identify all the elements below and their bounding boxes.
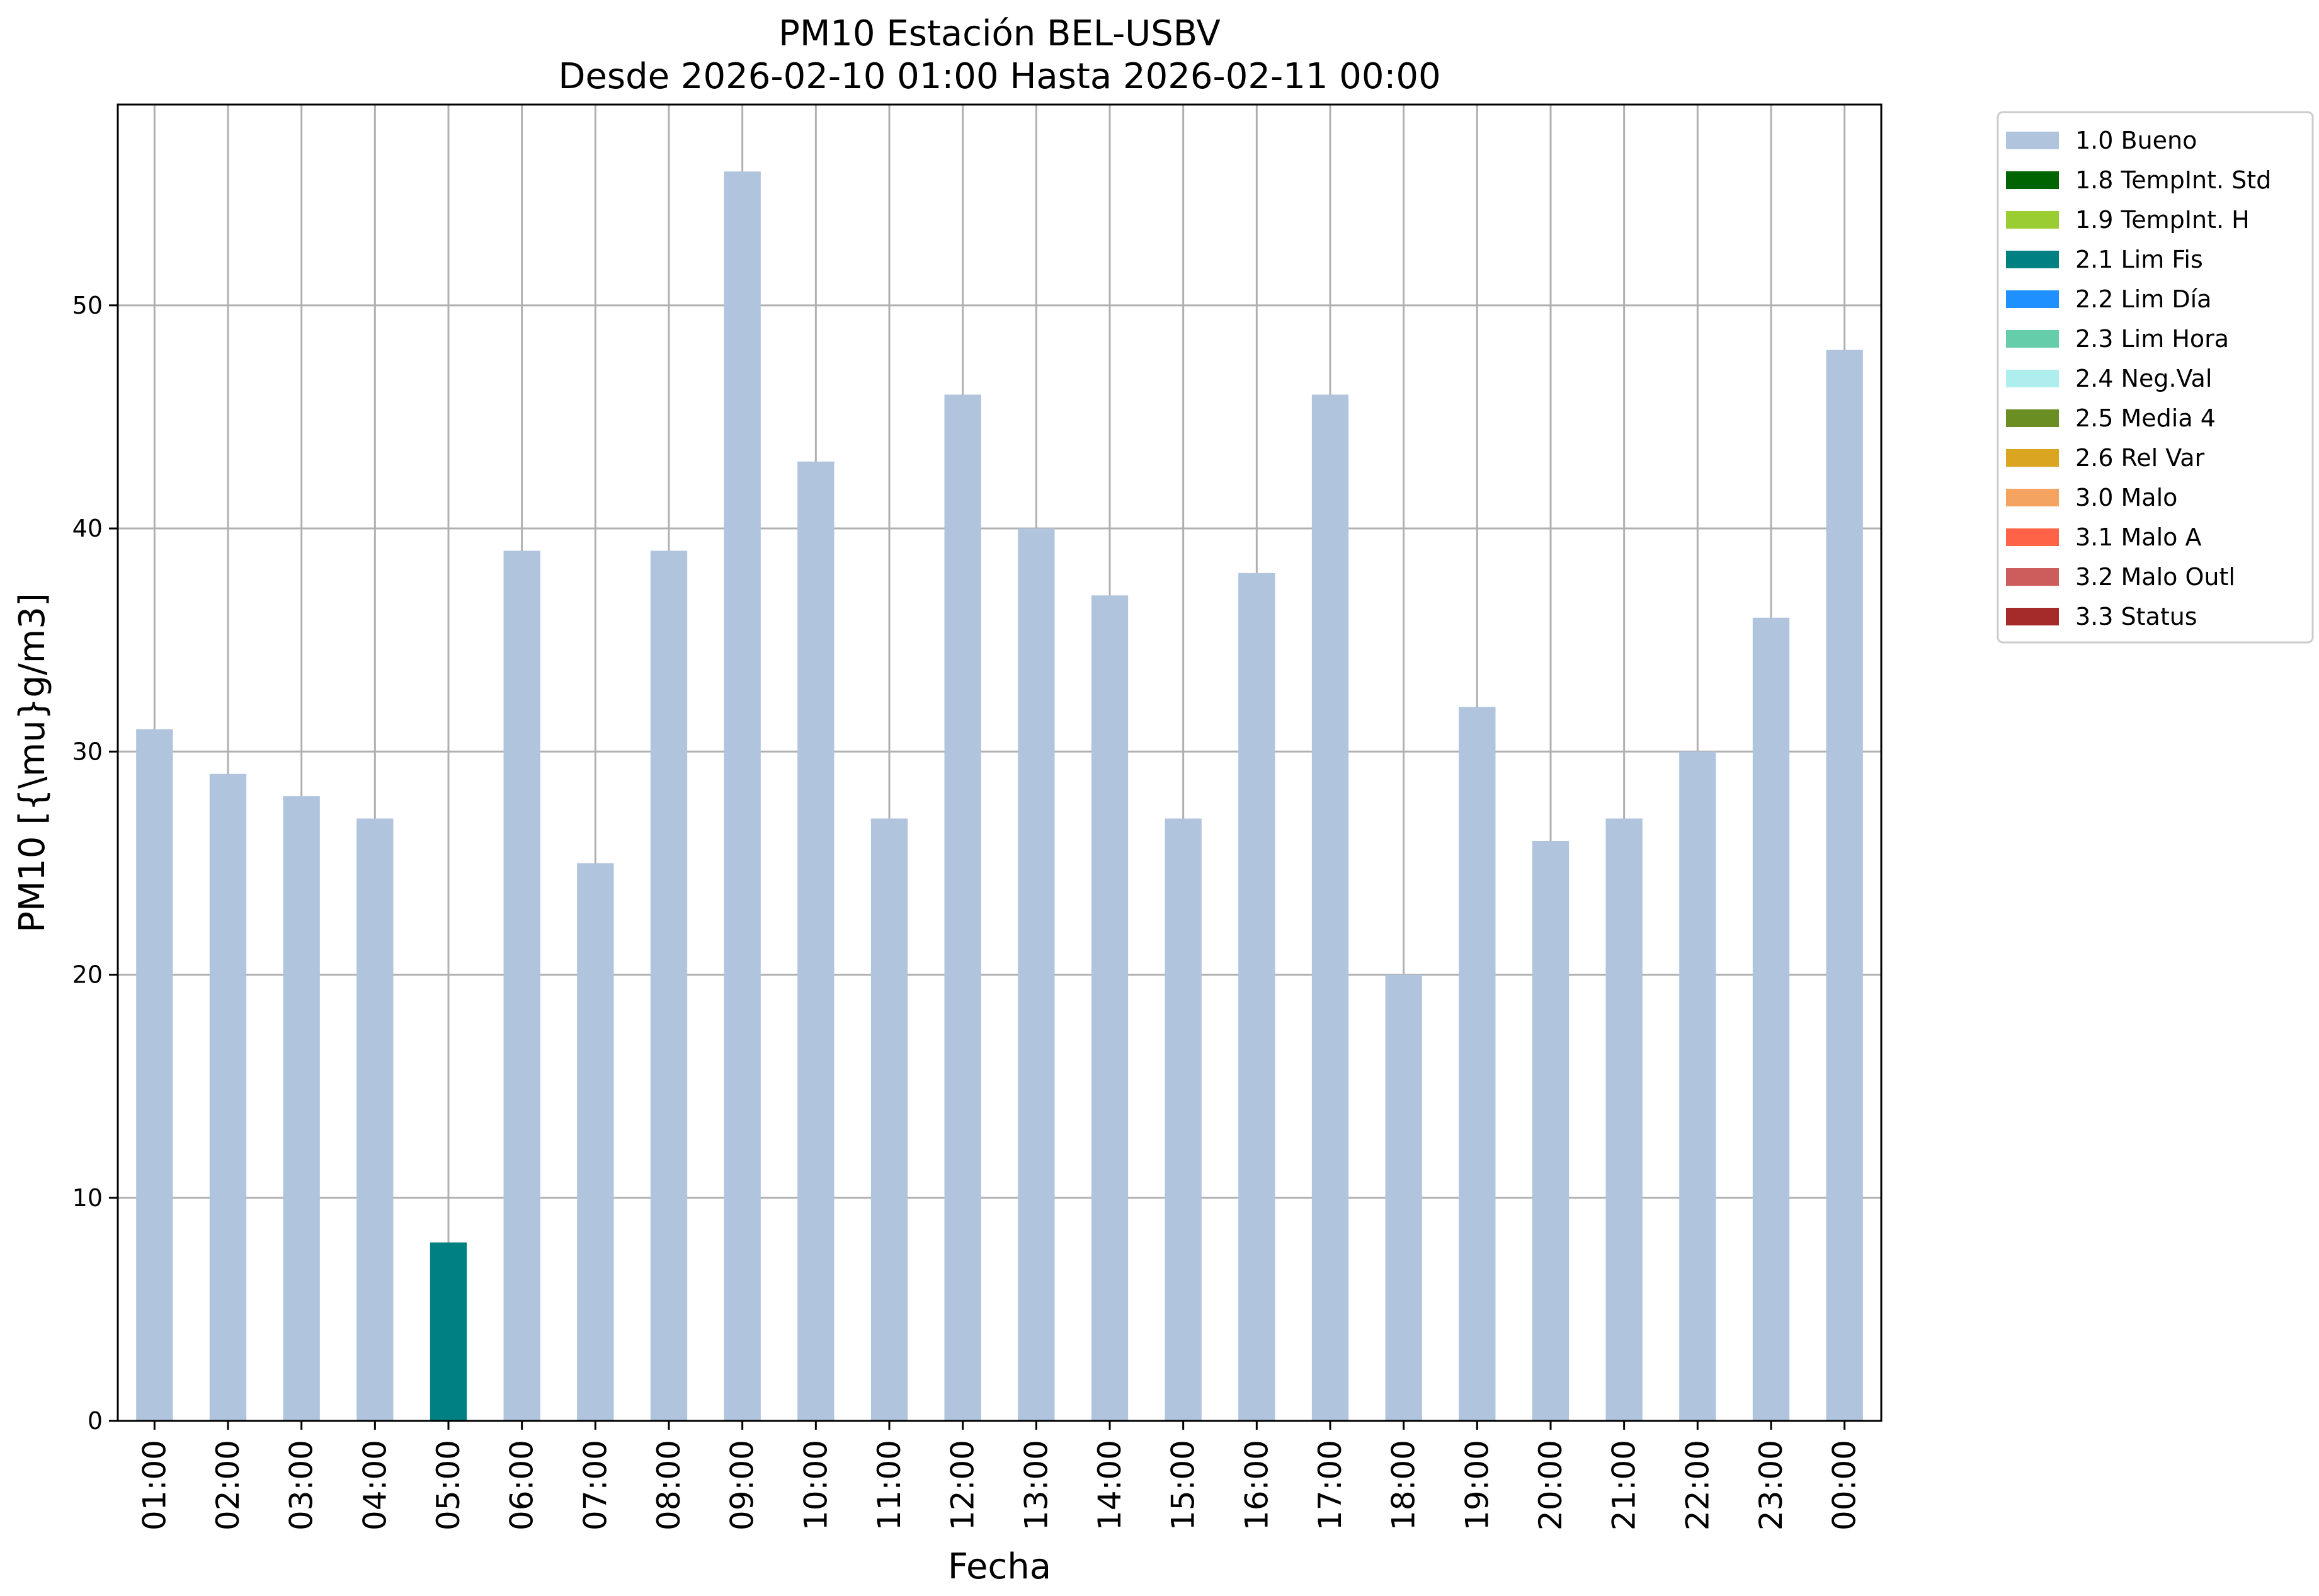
legend-label: 3.3 Status xyxy=(2075,603,2197,630)
x-tick-label: 13:00 xyxy=(1018,1440,1054,1530)
y-tick-label: 10 xyxy=(72,1184,103,1212)
legend-swatch xyxy=(2006,370,2059,387)
legend-label: 3.0 Malo xyxy=(2075,484,2177,511)
bar-1500 xyxy=(1165,818,1202,1421)
legend-label: 1.0 Bueno xyxy=(2075,127,2197,154)
x-tick-label: 02:00 xyxy=(210,1440,246,1530)
legend-swatch xyxy=(2006,132,2059,149)
x-tick-label: 01:00 xyxy=(136,1440,173,1530)
legend-swatch xyxy=(2006,608,2059,625)
legend-swatch xyxy=(2006,330,2059,348)
x-tick-label: 07:00 xyxy=(577,1440,613,1530)
bar-1700 xyxy=(1311,394,1349,1421)
legend-label: 2.5 Media 4 xyxy=(2075,404,2216,432)
bar-0800 xyxy=(650,550,688,1421)
legend-swatch xyxy=(2006,449,2059,467)
x-axis-label: Fecha xyxy=(948,1546,1051,1587)
x-tick-label: 22:00 xyxy=(1679,1440,1716,1530)
legend-label: 2.2 Lim Día xyxy=(2075,285,2211,313)
x-tick-label: 09:00 xyxy=(724,1440,761,1530)
bar-1900 xyxy=(1459,707,1496,1421)
legend-swatch xyxy=(2006,171,2059,189)
legend: 1.0 Bueno 1.8 TempInt. Std 1.9 TempInt. H 2… xyxy=(1997,111,2314,644)
bar-1400 xyxy=(1091,595,1129,1421)
x-tick-label: 06:00 xyxy=(504,1440,540,1530)
x-tick-label: 15:00 xyxy=(1165,1440,1202,1530)
chart-title: PM10 Estación BEL-USBV xyxy=(778,13,1221,54)
x-tick-label: 05:00 xyxy=(430,1440,467,1530)
x-tick-label: 16:00 xyxy=(1238,1440,1275,1530)
x-tick-label: 20:00 xyxy=(1532,1440,1569,1530)
bar-0200 xyxy=(209,773,247,1421)
bar-0300 xyxy=(283,796,320,1421)
x-tick-label: 14:00 xyxy=(1091,1440,1128,1530)
legend-swatch xyxy=(2006,290,2059,308)
x-tick-label: 12:00 xyxy=(945,1440,981,1530)
bars xyxy=(136,171,1863,1422)
bar-0100 xyxy=(136,729,173,1421)
legend-label: 1.9 TempInt. H xyxy=(2075,206,2250,234)
x-tick-label: 18:00 xyxy=(1386,1440,1422,1530)
x-tick-label: 08:00 xyxy=(651,1440,687,1530)
y-tick-label: 40 xyxy=(72,515,103,542)
chart-subtitle: Desde 2026-02-10 01:00 Hasta 2026-02-11 … xyxy=(558,56,1440,97)
y-tick-label: 50 xyxy=(72,292,103,319)
x-tick-label: 17:00 xyxy=(1312,1440,1348,1530)
bar-1000 xyxy=(797,461,835,1421)
legend-label: 1.8 TempInt. Std xyxy=(2075,166,2271,194)
legend-label: 2.4 Neg.Val xyxy=(2075,365,2212,392)
x-tick-label: 10:00 xyxy=(797,1440,834,1530)
bar-1100 xyxy=(870,818,908,1421)
y-tick-label: 0 xyxy=(88,1407,103,1435)
legend-label: 2.1 Lim Fis xyxy=(2075,246,2203,273)
y-tick-label: 30 xyxy=(72,738,103,765)
y-axis-label: PM10 [{\mu}g/m3] xyxy=(12,593,53,933)
legend-swatch xyxy=(2006,489,2059,506)
bar-2000 xyxy=(1532,840,1570,1421)
legend-label: 3.2 Malo Outl xyxy=(2075,563,2235,591)
bar-0900 xyxy=(724,171,761,1421)
x-tick-label: 03:00 xyxy=(283,1440,320,1530)
plot-frame xyxy=(117,103,1883,1422)
y-tick-label: 20 xyxy=(72,961,103,989)
legend-items: 1.0 Bueno 1.8 TempInt. Std 1.9 TempInt. H 2… xyxy=(2006,127,2271,630)
x-tick-label: 04:00 xyxy=(356,1440,393,1530)
x-axis-ticks: 01:00 02:00 03:00 04:00 05:00 06:00 07:00 08:00… xyxy=(136,1421,1863,1530)
bar-0600 xyxy=(503,550,540,1421)
y-axis-ticks: 0 10 20 30 40 50 xyxy=(72,292,118,1435)
bar-2100 xyxy=(1605,818,1643,1421)
legend-frame xyxy=(1997,111,2314,644)
bar-0000 xyxy=(1826,350,1863,1421)
legend-swatch xyxy=(2006,528,2059,546)
x-tick-label: 11:00 xyxy=(871,1440,908,1530)
bar-2300 xyxy=(1752,617,1790,1421)
bar-0700 xyxy=(577,863,614,1421)
legend-label: 2.3 Lim Hora xyxy=(2075,325,2229,353)
legend-swatch xyxy=(2006,409,2059,427)
bar-0500 xyxy=(430,1242,467,1421)
x-tick-label: 19:00 xyxy=(1459,1440,1495,1530)
legend-swatch xyxy=(2006,211,2059,229)
legend-label: 2.6 Rel Var xyxy=(2075,444,2205,472)
bar-2200 xyxy=(1679,751,1716,1421)
x-tick-label: 23:00 xyxy=(1753,1440,1789,1530)
legend-swatch xyxy=(2006,251,2059,268)
bar-1200 xyxy=(944,394,981,1421)
x-tick-label: 21:00 xyxy=(1606,1440,1643,1530)
bar-1800 xyxy=(1385,974,1422,1421)
bar-1300 xyxy=(1018,528,1055,1422)
legend-swatch xyxy=(2006,568,2059,586)
bar-0400 xyxy=(356,818,394,1421)
legend-label: 3.1 Malo A xyxy=(2075,523,2201,551)
bar-1600 xyxy=(1238,573,1275,1421)
x-tick-label: 00:00 xyxy=(1826,1440,1863,1530)
